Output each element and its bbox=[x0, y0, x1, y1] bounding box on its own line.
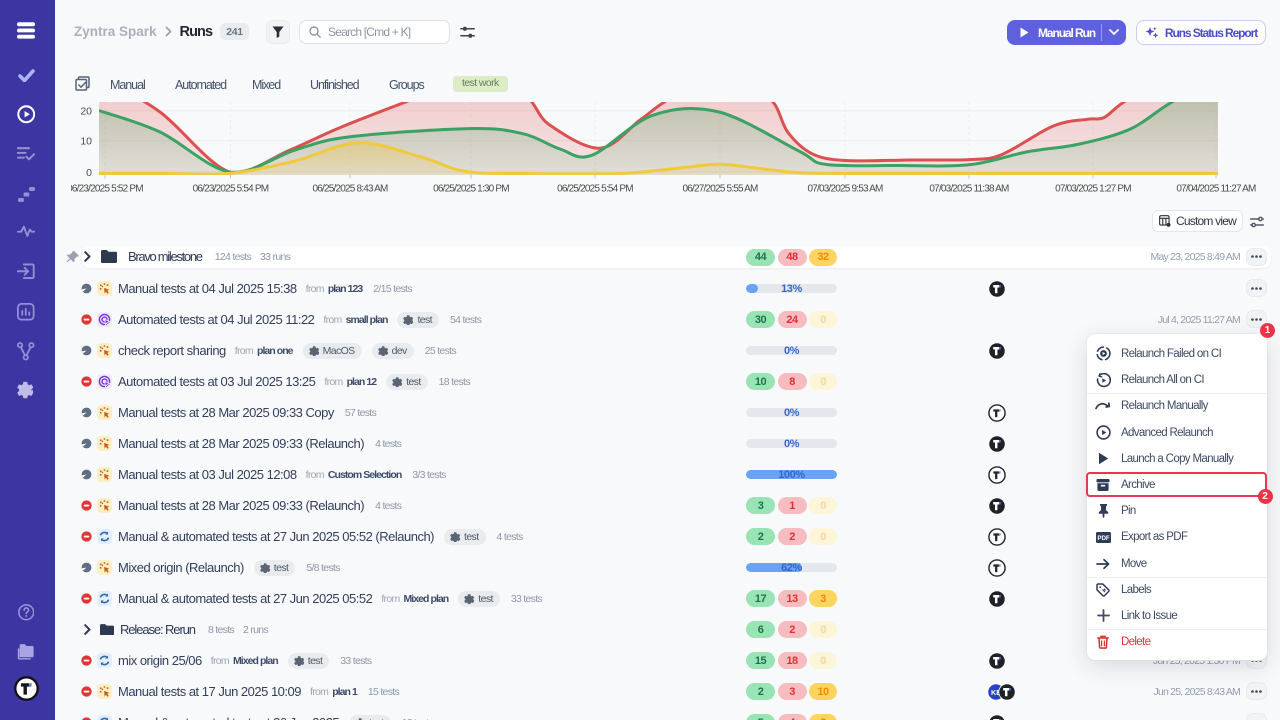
svg-text:06/25/2025 5:54 PM: 06/25/2025 5:54 PM bbox=[557, 184, 633, 195]
svg-text:07/03/2025 1:27 PM: 07/03/2025 1:27 PM bbox=[1055, 184, 1131, 195]
svg-text:PDF: PDF bbox=[1097, 535, 1110, 542]
svg-text:20: 20 bbox=[80, 106, 92, 118]
svg-text:07/03/2025 11:38 AM: 07/03/2025 11:38 AM bbox=[929, 184, 1009, 195]
svg-text:06/23/2025 5:54 PM: 06/23/2025 5:54 PM bbox=[193, 184, 269, 195]
svg-text:06/25/2025 8:43 AM: 06/25/2025 8:43 AM bbox=[312, 184, 388, 195]
svg-text:06/23/2025 5:52 PM: 06/23/2025 5:52 PM bbox=[71, 184, 143, 195]
svg-text:10: 10 bbox=[80, 135, 92, 147]
svg-text:0: 0 bbox=[86, 167, 92, 179]
svg-text:07/04/2025 11:27 AM: 07/04/2025 11:27 AM bbox=[1176, 184, 1256, 195]
svg-text:06/27/2025 5:55 AM: 06/27/2025 5:55 AM bbox=[682, 184, 758, 195]
svg-text:06/25/2025 1:30 PM: 06/25/2025 1:30 PM bbox=[433, 184, 509, 195]
svg-text:KE: KE bbox=[991, 687, 1001, 696]
svg-text:07/03/2025 9:53 AM: 07/03/2025 9:53 AM bbox=[807, 184, 883, 195]
